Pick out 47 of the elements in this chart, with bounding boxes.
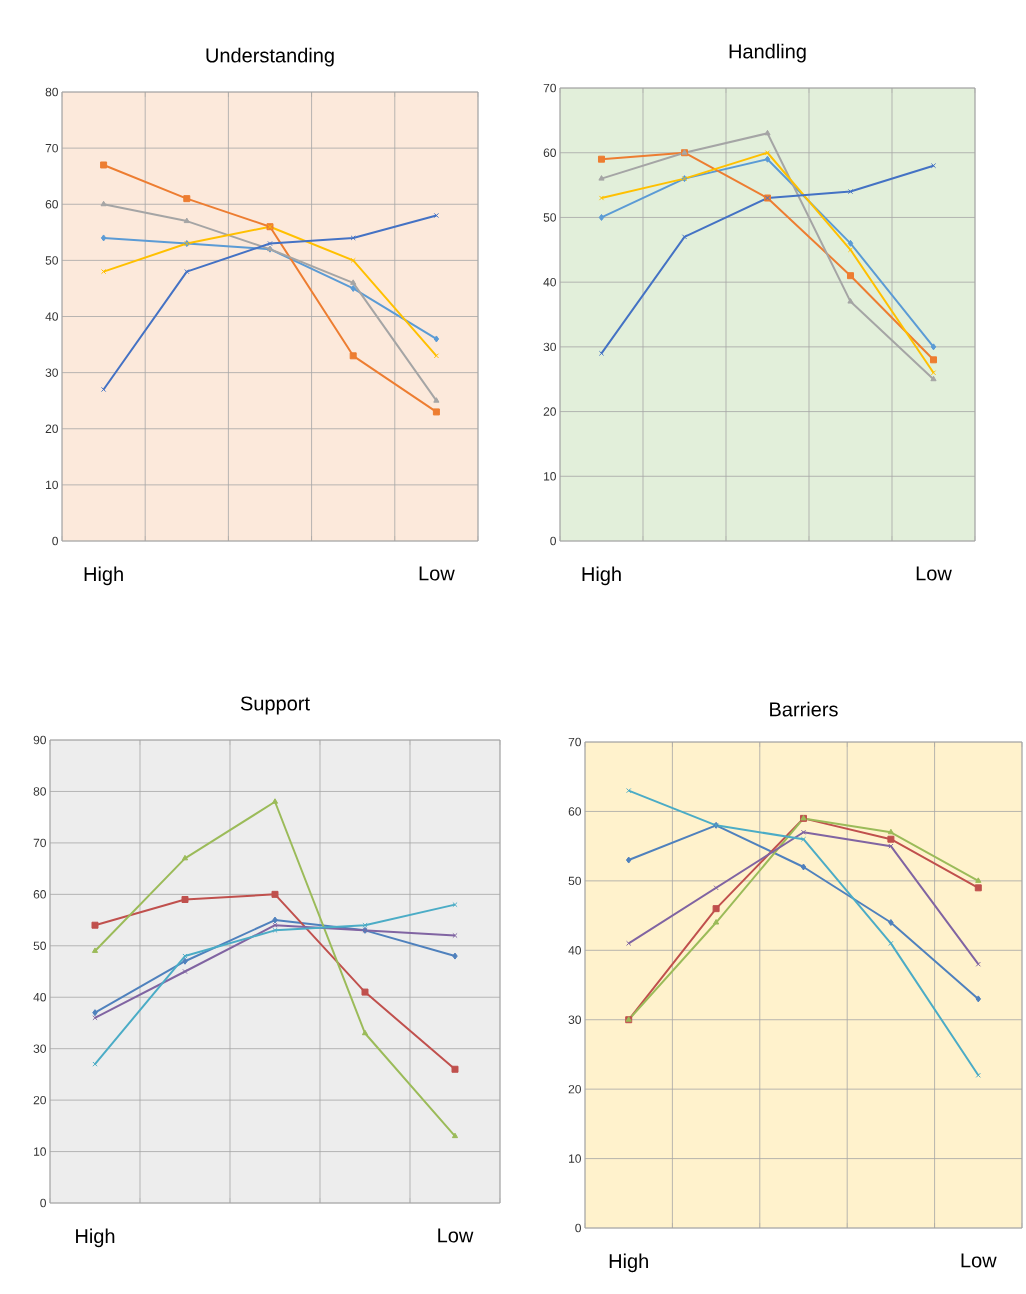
x-tick-label: Low	[419, 566, 455, 581]
y-tick-label: 40	[543, 277, 556, 287]
y-tick-label: 30	[33, 1044, 46, 1053]
y-tick-label: 40	[33, 992, 46, 1002]
x-tick-label: Low	[916, 566, 952, 581]
x-tick-label: High	[76, 1228, 115, 1248]
y-tick-label: 40	[568, 946, 581, 955]
y-tick-label: 80	[33, 787, 46, 796]
y-tick-label: 50	[568, 876, 581, 886]
y-tick-label: 70	[568, 737, 581, 747]
y-tick-label: 30	[45, 368, 58, 377]
y-tick-label: 0	[52, 536, 58, 546]
y-tick-label: 20	[543, 407, 556, 416]
y-tick-label: 20	[45, 424, 58, 433]
y-tick-label: 50	[45, 256, 58, 265]
y-tick-label: 40	[45, 312, 58, 321]
chart-title: Barriers	[770, 701, 838, 717]
chart-title: Understanding	[206, 47, 334, 67]
y-tick-label: 10	[569, 1154, 581, 1163]
y-tick-label: 30	[543, 342, 556, 352]
x-tick-label: Low	[438, 1228, 474, 1243]
chart-title: Support	[240, 696, 310, 715]
y-tick-label: 30	[568, 1015, 581, 1024]
y-tick-label: 50	[543, 213, 556, 222]
y-tick-label: 60	[568, 807, 581, 816]
y-tick-label: 60	[543, 148, 556, 157]
chart-title: Handling	[729, 43, 806, 63]
y-tick-label: 50	[33, 941, 46, 951]
y-tick-label: 70	[543, 83, 556, 93]
x-tick-label: Low	[961, 1253, 997, 1268]
y-tick-label: 80	[45, 87, 58, 97]
y-tick-label: 0	[40, 1198, 46, 1208]
y-tick-label: 90	[33, 735, 46, 745]
x-tick-label: High	[84, 566, 123, 586]
y-tick-label: 20	[568, 1084, 581, 1094]
y-tick-label: 0	[550, 536, 556, 546]
y-tick-label: 10	[544, 472, 556, 481]
y-tick-label: 10	[46, 480, 58, 490]
y-tick-label: 60	[33, 890, 46, 899]
y-tick-label: 10	[34, 1147, 46, 1156]
y-tick-label: 70	[33, 838, 46, 848]
y-tick-label: 60	[45, 200, 58, 209]
x-tick-label: High	[609, 1253, 648, 1273]
y-tick-label: 20	[33, 1095, 46, 1105]
y-tick-label: 0	[575, 1223, 581, 1233]
x-tick-label: High	[582, 566, 621, 586]
y-tick-label: 70	[45, 143, 58, 153]
